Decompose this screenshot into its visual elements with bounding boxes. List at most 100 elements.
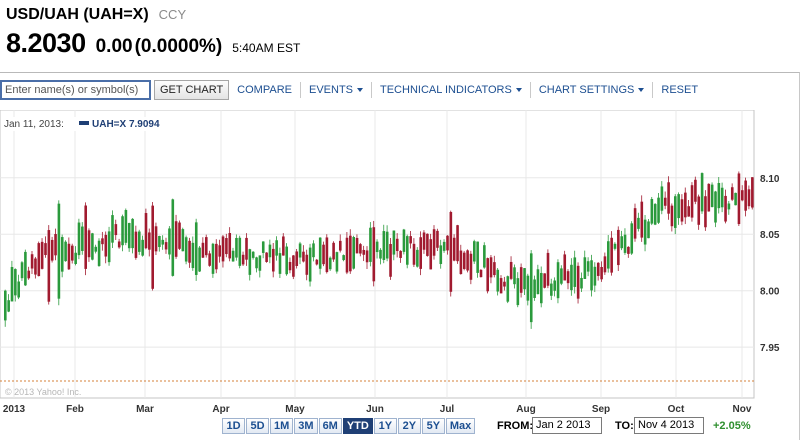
to-date-input[interactable]: Nov 4 2013: [634, 417, 704, 434]
candle-down: [479, 269, 483, 278]
legend-backdrop: [4, 117, 220, 131]
candle-up: [516, 278, 520, 306]
candle-up: [529, 253, 533, 323]
candle-up: [161, 239, 165, 245]
candle-down: [449, 211, 453, 292]
candle-down: [509, 261, 513, 279]
candle-up: [111, 215, 114, 243]
candle-down: [339, 240, 342, 251]
last-price: 8.2030: [6, 28, 86, 58]
candle-up: [191, 242, 195, 269]
x-tick-label: Oct: [668, 404, 685, 415]
range-button-1d[interactable]: 1D: [222, 418, 245, 434]
candle-up: [312, 243, 315, 258]
candle-up: [64, 241, 67, 262]
candle-down: [114, 224, 118, 236]
to-label: TO:: [615, 420, 634, 432]
candle-down: [359, 244, 362, 254]
chevron-down-icon: [515, 88, 522, 92]
candle-down: [345, 237, 349, 273]
candle-down: [697, 196, 701, 225]
range-button-2y[interactable]: 2Y: [397, 418, 421, 434]
range-button-1m[interactable]: 1M: [270, 418, 294, 434]
symbol-search-input[interactable]: [0, 80, 151, 100]
candle-up: [513, 267, 516, 285]
candle-up: [637, 217, 640, 229]
candle-up: [439, 245, 443, 265]
compare-button[interactable]: COMPARE: [229, 84, 300, 96]
candle-up: [194, 222, 198, 275]
price-change-percent: (0.0000%): [134, 36, 223, 57]
technical-indicators-menu[interactable]: TECHNICAL INDICATORS: [372, 84, 530, 96]
candle-down: [462, 252, 466, 269]
candle-up: [526, 275, 530, 301]
x-tick-label: Mar: [136, 404, 154, 415]
candle-up: [74, 252, 77, 264]
candle-down: [730, 187, 734, 200]
candle-down: [117, 241, 121, 248]
candle-down: [640, 201, 644, 238]
candle-up: [342, 255, 345, 261]
candle-up: [285, 246, 288, 275]
legend-value: UAH=X 7.9094: [92, 119, 160, 130]
candle-down: [489, 257, 493, 278]
candle-down: [395, 238, 399, 252]
candle-down: [272, 248, 275, 272]
candle-down: [627, 246, 630, 254]
candle-up: [660, 186, 664, 211]
range-button-3m[interactable]: 3M: [294, 418, 318, 434]
candle-up: [580, 277, 583, 289]
range-button-5d[interactable]: 5D: [246, 418, 269, 434]
range-button-5y[interactable]: 5Y: [421, 418, 445, 434]
candle-down: [134, 231, 138, 258]
reset-button[interactable]: RESET: [653, 84, 706, 96]
range-button-6m[interactable]: 6M: [318, 418, 342, 434]
candle-down: [71, 245, 74, 261]
candle-up: [382, 231, 386, 260]
candle-up: [550, 283, 553, 296]
candle-up: [416, 249, 419, 267]
candle-down: [617, 229, 620, 266]
candle-up: [553, 280, 556, 291]
candle-up: [57, 203, 61, 299]
events-menu[interactable]: EVENTS: [301, 84, 371, 96]
candle-down: [680, 199, 684, 222]
candle-up: [506, 276, 510, 302]
candle-up: [647, 221, 650, 239]
candle-down: [245, 237, 248, 260]
y-axis: 7.95 8.00 8.05 8.10: [760, 174, 780, 354]
candle-up: [650, 198, 654, 224]
candle-down: [459, 250, 463, 275]
from-date-input[interactable]: Jan 2 2013: [532, 417, 602, 434]
candle-up: [77, 222, 81, 256]
get-chart-button[interactable]: GET CHART: [154, 80, 230, 100]
candle-down: [566, 271, 570, 284]
candle-up: [607, 241, 610, 269]
candle-up: [238, 237, 242, 266]
candle-down: [429, 239, 433, 270]
candle-up: [211, 243, 215, 274]
candle-up: [677, 194, 680, 219]
candle-down: [670, 205, 674, 227]
range-button-1y[interactable]: 1Y: [373, 418, 397, 434]
candle-down: [315, 259, 319, 265]
range-button-max[interactable]: Max: [445, 418, 476, 434]
candle-down: [67, 243, 71, 270]
candle-down: [596, 262, 600, 276]
chart-settings-menu[interactable]: CHART SETTINGS: [531, 84, 653, 96]
events-label: EVENTS: [308, 84, 353, 96]
candle-down: [707, 183, 711, 212]
candle-up: [583, 257, 587, 279]
candle-down: [178, 222, 181, 249]
candle-down: [148, 232, 151, 250]
candle-up: [60, 237, 64, 272]
candle-down: [452, 237, 456, 261]
candle-down: [694, 179, 697, 202]
candle-down: [221, 236, 225, 262]
range-button-ytd[interactable]: YTD: [342, 418, 373, 434]
candle-up: [335, 252, 339, 272]
x-axis: 2013 Feb Mar Apr May Jun Jul Aug Sep Oct Nov: [3, 404, 752, 415]
x-tick-label: Nov: [733, 404, 752, 415]
price-chart[interactable]: 7.95 8.00 8.05 8.10 2013 Feb Mar Apr May Jun Jul A…: [0, 110, 800, 416]
candle-down: [30, 254, 34, 269]
